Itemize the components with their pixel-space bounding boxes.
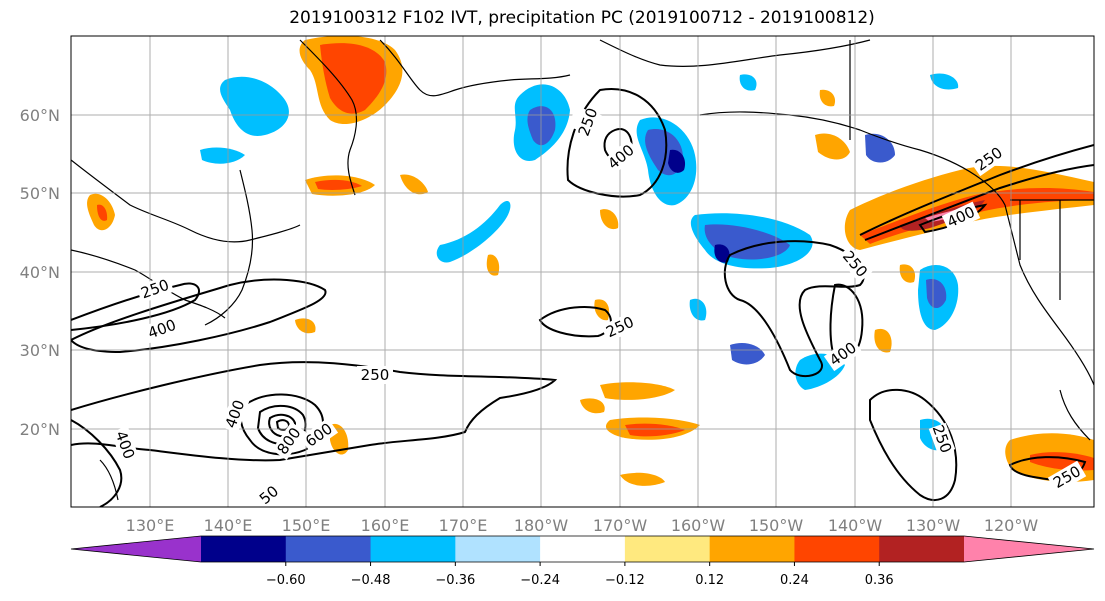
lon-tick: 180°W <box>514 516 569 535</box>
colorbar-tick-label: −0.48 <box>351 573 391 588</box>
colorbar-segment <box>455 536 541 562</box>
lat-tick: 50°N <box>20 184 60 203</box>
colorbar-tick-label: 0.24 <box>780 573 809 588</box>
lon-tick: 170°E <box>439 516 488 535</box>
lon-tick: 140°W <box>828 516 883 535</box>
lon-tick: 170°W <box>593 516 648 535</box>
colorbar-segment <box>201 536 287 562</box>
lat-tick: 60°N <box>20 106 60 125</box>
colorbar-outline <box>70 535 1095 563</box>
contour-label: 250 <box>361 366 390 384</box>
lat-tick: 30°N <box>20 341 60 360</box>
colorbar-segment <box>370 536 456 562</box>
lon-tick: 120°W <box>984 516 1039 535</box>
colorbar-segment <box>540 536 626 562</box>
colorbar-segment <box>285 536 372 562</box>
lon-tick: 130°W <box>906 516 961 535</box>
colorbar: −0.60 −0.48 −0.36 −0.24 −0.12 0.12 0.24 0.36 <box>70 535 1095 588</box>
colorbar-extend-high <box>964 536 1094 562</box>
colorbar-tick-label: 0.36 <box>865 573 894 588</box>
map-title: 2019100312 F102 IVT, precipitation PC (2… <box>289 8 875 28</box>
lon-tick: 140°E <box>204 516 253 535</box>
colorbar-extend-low <box>71 536 201 562</box>
longitude-tick-labels: 130°E 140°E 150°E 160°E 170°E 180°W 170°… <box>126 516 1039 535</box>
colorbar-segment <box>879 536 965 562</box>
colorbar-tick-label: 0.12 <box>695 573 724 588</box>
colorbar-segment <box>794 536 880 562</box>
colorbar-tick-label: −0.60 <box>266 573 306 588</box>
colorbar-tick-label: −0.24 <box>520 573 560 588</box>
lat-tick: 20°N <box>20 420 60 439</box>
latitude-tick-labels: 60°N 50°N 40°N 30°N 20°N <box>20 106 60 439</box>
colorbar-segment <box>624 536 711 562</box>
lat-tick: 40°N <box>20 263 60 282</box>
lon-tick: 130°E <box>126 516 175 535</box>
colorbar-tick-label: −0.36 <box>435 573 475 588</box>
lon-tick: 160°W <box>671 516 726 535</box>
lon-tick: 160°E <box>361 516 410 535</box>
lon-tick: 150°E <box>282 516 331 535</box>
colorbar-tick-label: −0.12 <box>605 573 645 588</box>
lon-tick: 150°W <box>749 516 804 535</box>
colorbar-segment <box>709 536 795 562</box>
map-frame <box>70 35 1095 508</box>
